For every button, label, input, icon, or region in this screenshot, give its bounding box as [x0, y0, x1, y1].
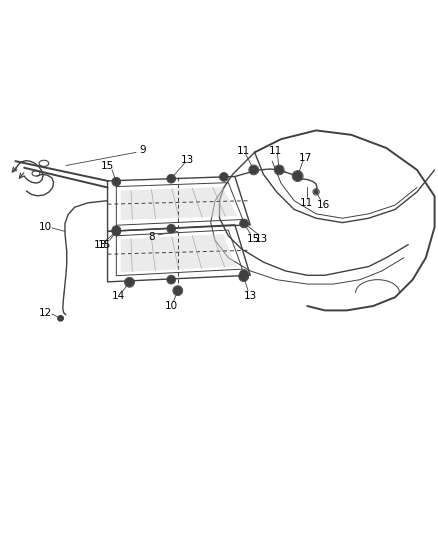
Circle shape: [113, 178, 120, 185]
Circle shape: [249, 166, 257, 174]
Text: 11: 11: [299, 198, 312, 208]
Circle shape: [275, 166, 283, 174]
Text: 11: 11: [237, 146, 250, 156]
Text: 10: 10: [164, 301, 177, 311]
Text: 9: 9: [138, 145, 145, 155]
Text: 14: 14: [112, 292, 125, 301]
Text: 11: 11: [268, 146, 281, 156]
Circle shape: [58, 316, 63, 321]
Text: 15: 15: [98, 240, 111, 251]
Polygon shape: [120, 234, 236, 272]
Text: 13: 13: [181, 155, 194, 165]
Text: 13: 13: [243, 291, 256, 301]
Text: 16: 16: [316, 199, 329, 209]
Circle shape: [314, 190, 317, 193]
Circle shape: [173, 287, 181, 295]
Text: 12: 12: [39, 308, 52, 318]
Circle shape: [167, 225, 174, 232]
Circle shape: [125, 278, 133, 286]
Circle shape: [220, 173, 227, 181]
Text: 15: 15: [247, 234, 260, 244]
Polygon shape: [120, 187, 237, 220]
Circle shape: [240, 220, 247, 227]
Circle shape: [293, 172, 301, 181]
Text: 10: 10: [39, 222, 52, 232]
Text: 15: 15: [100, 161, 113, 172]
Circle shape: [167, 276, 174, 283]
Text: 17: 17: [298, 152, 311, 163]
Circle shape: [240, 270, 247, 278]
Text: 13: 13: [93, 239, 106, 249]
Circle shape: [239, 273, 247, 280]
Circle shape: [167, 175, 174, 182]
Circle shape: [113, 227, 120, 233]
Circle shape: [113, 228, 120, 235]
Text: 8: 8: [148, 232, 155, 241]
Text: 13: 13: [254, 235, 268, 244]
